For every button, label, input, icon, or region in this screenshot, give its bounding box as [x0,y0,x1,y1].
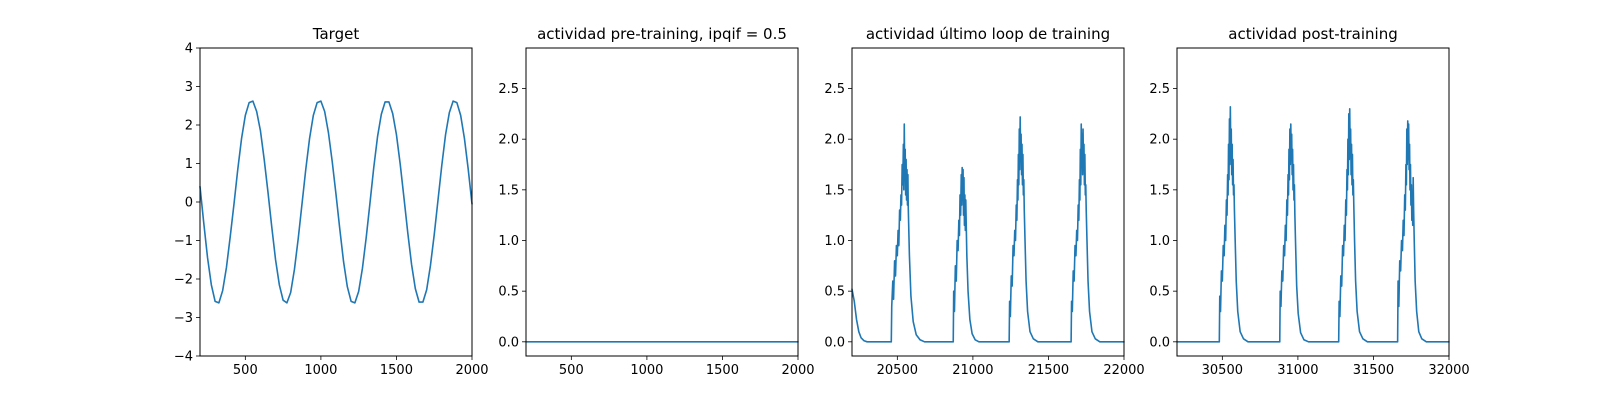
panel-title: Target [312,25,360,43]
subplot-post-training: actividad post-training 30500 31000 31500 3… [1149,25,1469,378]
y-tick-label: 2.0 [498,133,519,148]
y-tick-label: 2 [185,119,193,134]
axes-frame [1176,47,1450,357]
axes-frame [525,47,799,357]
axes-frame [851,47,1125,357]
y-tick-label: −1 [174,234,193,249]
subplot-last-training-loop: actividad último loop de training 20500 2… [824,25,1144,378]
y-tick-label: 1.0 [498,234,519,249]
y-tick-label: −2 [174,273,193,288]
x-tick-label: 31000 [1277,363,1318,378]
y-tick-label: 2.0 [1149,133,1170,148]
y-tick-label: 1.5 [1149,183,1170,198]
y-tick-label: 1.0 [824,234,845,249]
y-tick-label: 2.5 [824,82,845,97]
x-tick-label: 21000 [952,363,993,378]
axes-frame [199,47,473,357]
x-tick-label: 22000 [1103,363,1144,378]
x-tick-label: 2000 [455,363,488,378]
y-tick-label: −3 [174,311,193,326]
y-tick-label: 2.5 [1149,82,1170,97]
x-tick-label: 1000 [630,363,663,378]
y-tick-label: 2.0 [824,133,845,148]
y-tick-label: 0.0 [498,335,519,350]
panel-title: actividad pre-training, ipqif = 0.5 [537,25,787,43]
x-tick-label: 2000 [781,363,814,378]
y-tick-label: 1.5 [498,183,519,198]
y-tick-label: 4 [185,42,193,57]
y-tick-label: 1.5 [824,183,845,198]
x-tick-label: 1500 [706,363,739,378]
x-tick-label: 500 [233,363,258,378]
subplot-pre-training: actividad pre-training, ipqif = 0.5 500 1… [498,25,814,378]
x-tick-label: 1000 [304,363,337,378]
y-tick-label: 1.0 [1149,234,1170,249]
y-tick-label: −4 [174,350,193,365]
y-tick-label: 0.0 [1149,335,1170,350]
x-tick-label: 30500 [1202,363,1243,378]
y-tick-label: 0.5 [498,285,519,300]
y-tick-label: 0.5 [1149,285,1170,300]
y-tick-label: 0 [185,196,193,211]
x-tick-label: 21500 [1028,363,1069,378]
x-tick-label: 31500 [1353,363,1394,378]
panel-title: actividad último loop de training [866,25,1110,43]
series-line [1176,105,1450,343]
y-tick-label: 3 [185,80,193,95]
y-tick-label: 2.5 [498,82,519,97]
x-tick-label: 1500 [380,363,413,378]
x-tick-label: 32000 [1428,363,1469,378]
panel-title: actividad post-training [1228,25,1397,43]
y-tick-label: 0.5 [824,285,845,300]
y-tick-label: 1 [185,157,193,172]
series-line [851,116,1125,343]
subplot-target: Target 500 1000 1500 2000 −4 −3 −2 −1 0 1 2 3 4 [174,25,489,378]
y-tick-label: 0.0 [824,335,845,350]
x-tick-label: 20500 [877,363,918,378]
x-tick-label: 500 [559,363,584,378]
series-line [199,100,473,304]
